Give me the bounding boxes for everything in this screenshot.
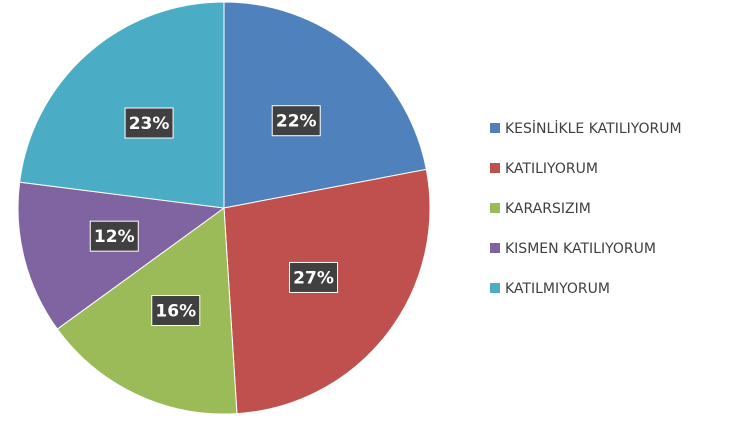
value-label: 16%	[155, 302, 196, 322]
pie-slice	[19, 1, 225, 209]
legend-label: KISMEN KATILIYORUM	[505, 241, 656, 257]
legend-swatch	[490, 163, 500, 173]
legend-swatch	[490, 203, 500, 213]
value-label: 22%	[276, 112, 317, 132]
value-label-box	[89, 220, 139, 252]
pie-slice	[56, 207, 238, 415]
value-label-box	[124, 107, 174, 139]
value-label: 23%	[129, 114, 170, 134]
value-label-box	[271, 105, 321, 137]
value-label: 12%	[94, 227, 135, 247]
pie-slice	[223, 1, 427, 209]
value-label: 27%	[293, 268, 334, 288]
value-label-box	[289, 261, 339, 293]
pie-slice	[17, 181, 226, 330]
legend-swatch	[490, 243, 500, 253]
legend-label: KARARSIZIM	[505, 201, 591, 217]
legend-swatch	[490, 123, 500, 133]
legend-label: KATILIYORUM	[505, 161, 598, 177]
legend-label: KATILMIYORUM	[505, 281, 610, 297]
legend-swatch	[490, 283, 500, 293]
legend-label: KESİNLİKLE KATILIYORUM	[505, 119, 682, 137]
value-label-box	[151, 295, 201, 327]
